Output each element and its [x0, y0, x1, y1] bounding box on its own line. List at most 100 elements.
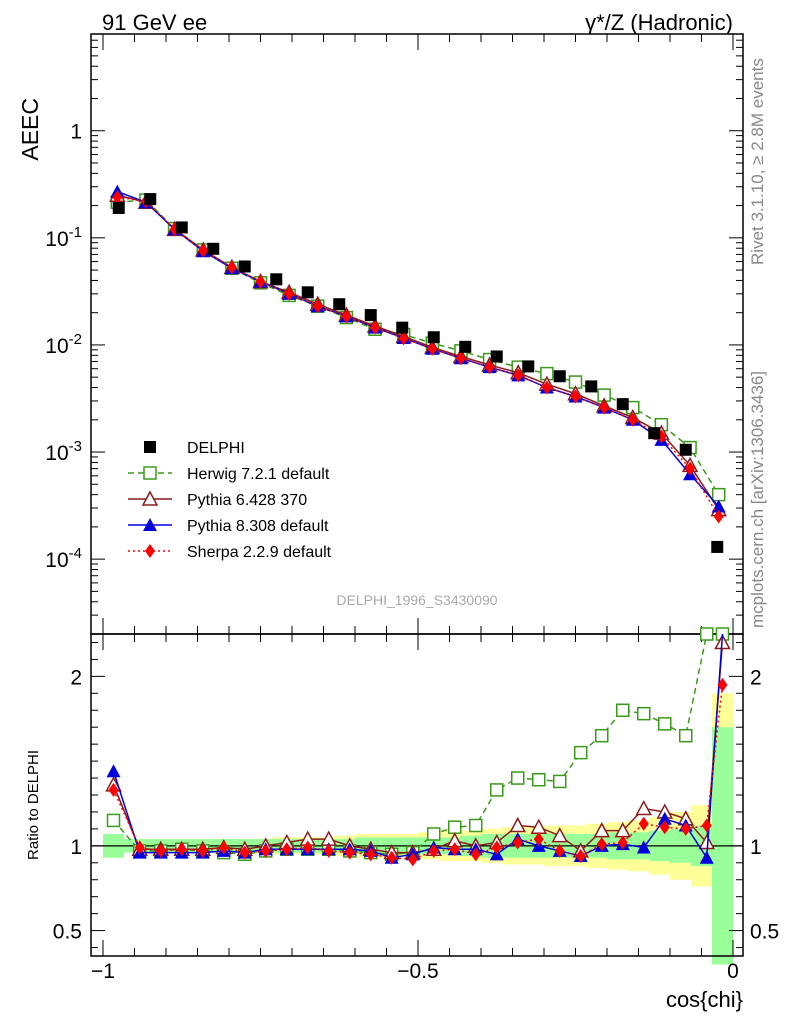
ratio-point-herwig: [490, 783, 504, 797]
y-tick-label-ratio: 1: [70, 836, 82, 859]
main-point-sherpa: [570, 389, 581, 404]
main-point-data: [679, 443, 692, 456]
ratio-point-sherpa: [659, 820, 670, 835]
ratio-point-sherpa: [596, 837, 607, 852]
ratio-point-sherpa: [407, 852, 418, 867]
ratio-point-sherpa: [281, 842, 292, 857]
ratio-point-herwig: [106, 813, 121, 828]
ratio-point-pythia6: [635, 799, 652, 816]
mcplots-site-label: mcplots.cern.ch [arXiv:1306.3436]: [748, 371, 767, 628]
ratio-point-pythia6: [509, 816, 526, 833]
y-tick-label-ratio: 0.5: [53, 921, 82, 944]
header-left: 91 GeV ee: [102, 10, 207, 35]
main-point-data: [648, 427, 661, 440]
x-axis-label: cos{chi}: [666, 987, 743, 1012]
main-point-sherpa: [484, 360, 495, 375]
ratio-point-sherpa: [323, 843, 334, 858]
ratio-point-herwig: [447, 820, 462, 834]
main-point-sherpa: [370, 320, 381, 335]
main-point-sherpa: [427, 341, 438, 356]
ratio-point-sherpa: [575, 849, 586, 864]
y-tick-label-main: 10-2: [45, 331, 82, 358]
legend-marker-pythia8: [143, 518, 157, 531]
main-point-data: [270, 273, 283, 286]
main-point-data: [585, 380, 598, 393]
x-tick-label: 0: [727, 960, 739, 983]
main-point-sherpa: [599, 400, 610, 415]
ratio-point-sherpa: [155, 843, 166, 858]
main-point-sherpa: [255, 274, 266, 289]
main-point-data: [616, 398, 629, 411]
legend-label-pythia8: Pythia 8.308 default: [187, 518, 329, 535]
ratio-point-herwig: [595, 728, 609, 743]
main-line-pythia8: [117, 190, 720, 508]
legend-label-pythia6: Pythia 6.428 370: [187, 492, 307, 509]
main-point-data: [112, 201, 125, 214]
ratio-point-pythia8: [106, 764, 121, 778]
y-tick-label-main: 10-3: [45, 438, 82, 465]
ratio-point-sherpa: [554, 843, 565, 858]
rivet-version-label: Rivet 3.1.10, ≥ 2.8M events: [748, 58, 767, 265]
ratio-point-sherpa: [176, 842, 187, 857]
main-point-data: [427, 331, 440, 344]
main-point-data: [333, 298, 346, 311]
ratio-point-sherpa: [302, 840, 313, 855]
main-point-data: [238, 260, 251, 273]
ratio-point-sherpa: [239, 845, 250, 860]
main-point-data: [301, 286, 314, 299]
main-point-sherpa: [226, 260, 237, 275]
main-point-sherpa: [284, 286, 295, 301]
ratio-point-pythia8: [657, 811, 672, 825]
ratio-point-herwig: [679, 728, 693, 743]
main-point-sherpa: [685, 461, 696, 476]
ratio-point-sherpa: [428, 843, 439, 858]
uncertainty-bands: [91, 693, 743, 965]
ratio-point-sherpa: [533, 832, 544, 847]
y-tick-label-main: 10-1: [45, 224, 82, 251]
ratio-point-sherpa: [512, 835, 523, 850]
ratio-point-sherpa: [197, 843, 208, 858]
ratio-point-sherpa: [491, 840, 502, 855]
ratio-point-sherpa: [386, 850, 397, 865]
main-point-data: [459, 340, 472, 353]
ratio-point-sherpa: [449, 842, 460, 857]
ratio-point-herwig: [469, 818, 483, 833]
x-tick-label: −1: [91, 960, 115, 983]
series-layer: [105, 184, 731, 867]
ratio-point-sherpa: [680, 821, 691, 836]
main-point-sherpa: [713, 509, 724, 524]
y-axis-label-ratio: Ratio to DELPHI: [25, 750, 42, 860]
main-point-sherpa: [513, 368, 524, 383]
main-point-data: [144, 193, 157, 206]
main-point-sherpa: [312, 299, 323, 314]
ratio-point-herwig: [532, 772, 546, 787]
ratio-point-sherpa: [218, 840, 229, 855]
ratio-line-pythia6: [112, 642, 724, 854]
main-point-sherpa: [398, 331, 409, 346]
ratio-point-sherpa: [638, 816, 649, 831]
ratio-point-sherpa: [108, 782, 119, 797]
legend-label-sherpa: Sherpa 2.2.9 default: [187, 544, 332, 561]
y-tick-label-ratio-right: 0.5: [750, 921, 779, 944]
y-tick-label-ratio-right: 2: [750, 666, 762, 689]
legend-marker-data: [144, 441, 156, 453]
legend-marker-pythia6: [141, 490, 159, 506]
ratio-point-pythia6: [551, 827, 569, 843]
main-point-sherpa: [112, 190, 123, 205]
main-point-data: [207, 242, 220, 255]
ratio-point-sherpa: [365, 847, 376, 862]
main-point-data: [711, 540, 724, 553]
y-tick-label-main: 10-4: [45, 545, 82, 572]
legend-marker-sherpa: [145, 544, 155, 558]
ratio-point-pythia8: [636, 840, 651, 854]
main-point-data: [553, 370, 566, 383]
ratio-point-sherpa: [260, 843, 271, 858]
axis-ticks: 10-4 10-3 10-2 10-1 1 0.5 0.5 1 1 2 2 −1 −0.5 0: [45, 33, 779, 983]
ratio-point-herwig: [573, 745, 588, 760]
ratio-point-herwig: [699, 627, 714, 641]
header-right: γ*/Z (Hadronic): [585, 10, 733, 35]
ratio-point-herwig: [616, 703, 630, 718]
ratio-point-herwig: [427, 827, 441, 841]
ratio-point-sherpa: [617, 835, 628, 850]
